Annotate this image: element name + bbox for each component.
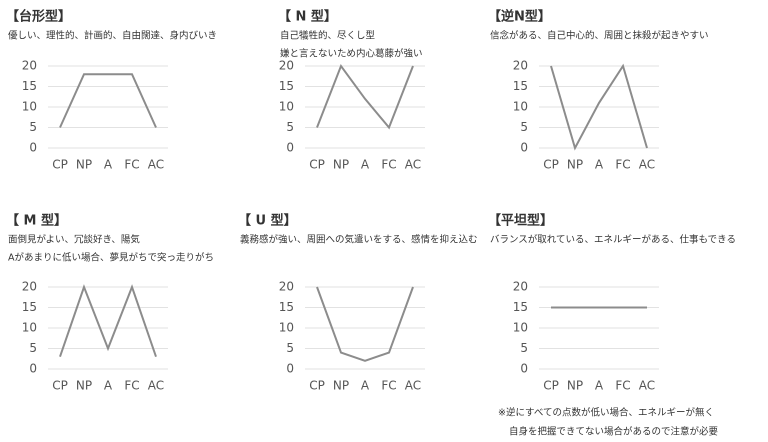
y-tick-label: 20 — [279, 59, 294, 73]
x-tick-label: AC — [148, 379, 164, 393]
x-tick-label: NP — [567, 158, 583, 172]
x-tick-label: CP — [52, 158, 68, 172]
chart-subtitle: Aがあまりに低い場合、夢見がちで突っ走りがち — [8, 252, 214, 264]
y-tick-label: 0 — [520, 362, 528, 376]
chart-subtitle: 信念がある、自己中心的、周囲と抹殺が起きやすい — [490, 30, 709, 42]
y-tick-label: 0 — [29, 141, 37, 155]
y-tick-label: 15 — [22, 300, 37, 314]
x-tick-label: FC — [124, 158, 139, 172]
x-tick-label: A — [595, 158, 604, 172]
chart-title: 【 U 型】 — [238, 213, 297, 229]
data-line — [550, 63, 648, 151]
x-tick-label: AC — [148, 158, 164, 172]
y-tick-label: 0 — [286, 362, 294, 376]
y-tick-label: 20 — [279, 280, 294, 294]
x-tick-label: AC — [639, 158, 655, 172]
y-tick-label: 10 — [22, 321, 37, 335]
x-tick-label: AC — [405, 158, 421, 172]
x-tick-label: NP — [76, 158, 92, 172]
x-tick-label: A — [595, 379, 604, 393]
y-tick-label: 5 — [29, 120, 37, 134]
y-tick-label: 15 — [22, 79, 37, 93]
y-tick-label: 0 — [29, 362, 37, 376]
x-tick-label: FC — [381, 379, 396, 393]
y-tick-label: 10 — [513, 321, 528, 335]
y-tick-label: 0 — [286, 141, 294, 155]
y-tick-label: 5 — [520, 120, 528, 134]
chart-subtitle: 嫌と言えないため内心葛藤が強い — [280, 48, 423, 60]
x-tick-label: FC — [124, 379, 139, 393]
y-tick-label: 0 — [520, 141, 528, 155]
y-tick-label: 20 — [513, 59, 528, 73]
y-tick-label: 15 — [513, 300, 528, 314]
footnote: 自身を把握できてない場合があるので注意が必要 — [509, 426, 718, 438]
x-tick-label: A — [361, 379, 370, 393]
x-tick-label: A — [104, 158, 113, 172]
chart-title: 【 M 型】 — [6, 213, 67, 229]
y-tick-label: 10 — [279, 100, 294, 114]
x-tick-label: FC — [381, 158, 396, 172]
y-tick-label: 20 — [513, 280, 528, 294]
chart-title: 【逆N型】 — [488, 9, 551, 25]
chart-title: 【 N 型】 — [278, 9, 337, 25]
data-line — [316, 286, 414, 362]
y-tick-label: 15 — [279, 79, 294, 93]
x-tick-label: A — [104, 379, 113, 393]
x-tick-label: A — [361, 158, 370, 172]
chart-title: 【平坦型】 — [488, 213, 553, 229]
x-tick-label: CP — [543, 379, 559, 393]
y-tick-label: 5 — [286, 120, 294, 134]
x-tick-label: CP — [543, 158, 559, 172]
y-tick-label: 20 — [22, 280, 37, 294]
y-tick-label: 10 — [22, 100, 37, 114]
x-tick-label: FC — [615, 158, 630, 172]
chart-title: 【台形型】 — [6, 9, 71, 25]
x-tick-label: CP — [52, 379, 68, 393]
y-tick-label: 5 — [520, 341, 528, 355]
data-line — [59, 73, 157, 128]
y-tick-label: 10 — [513, 100, 528, 114]
chart-subtitle: 義務感が強い、周囲への気遣いをする、感情を抑え込む — [240, 234, 478, 246]
y-tick-label: 15 — [279, 300, 294, 314]
chart-subtitle: 優しい、理性的、計画的、自由闊達、身内びいき — [8, 30, 217, 42]
data-line — [59, 284, 157, 358]
x-tick-label: AC — [639, 379, 655, 393]
y-tick-label: 20 — [22, 59, 37, 73]
x-tick-label: NP — [76, 379, 92, 393]
x-tick-label: FC — [615, 379, 630, 393]
x-tick-label: AC — [405, 379, 421, 393]
footnote: ※逆にすべての点数が低い場合、エネルギーが無く — [498, 407, 714, 419]
y-tick-label: 15 — [513, 79, 528, 93]
y-tick-label: 5 — [29, 341, 37, 355]
x-tick-label: NP — [333, 379, 349, 393]
x-tick-label: NP — [567, 379, 583, 393]
y-tick-label: 5 — [286, 341, 294, 355]
chart-subtitle: バランスが取れている、エネルギーがある、仕事もできる — [490, 234, 736, 246]
y-tick-label: 10 — [279, 321, 294, 335]
data-line — [316, 63, 414, 130]
x-tick-label: CP — [309, 379, 325, 393]
chart-subtitle: 自己犠牲的、尽くし型 — [280, 30, 376, 42]
x-tick-label: CP — [309, 158, 325, 172]
chart-subtitle: 面倒見がよい、冗談好き、陽気 — [8, 234, 140, 246]
x-tick-label: NP — [333, 158, 349, 172]
